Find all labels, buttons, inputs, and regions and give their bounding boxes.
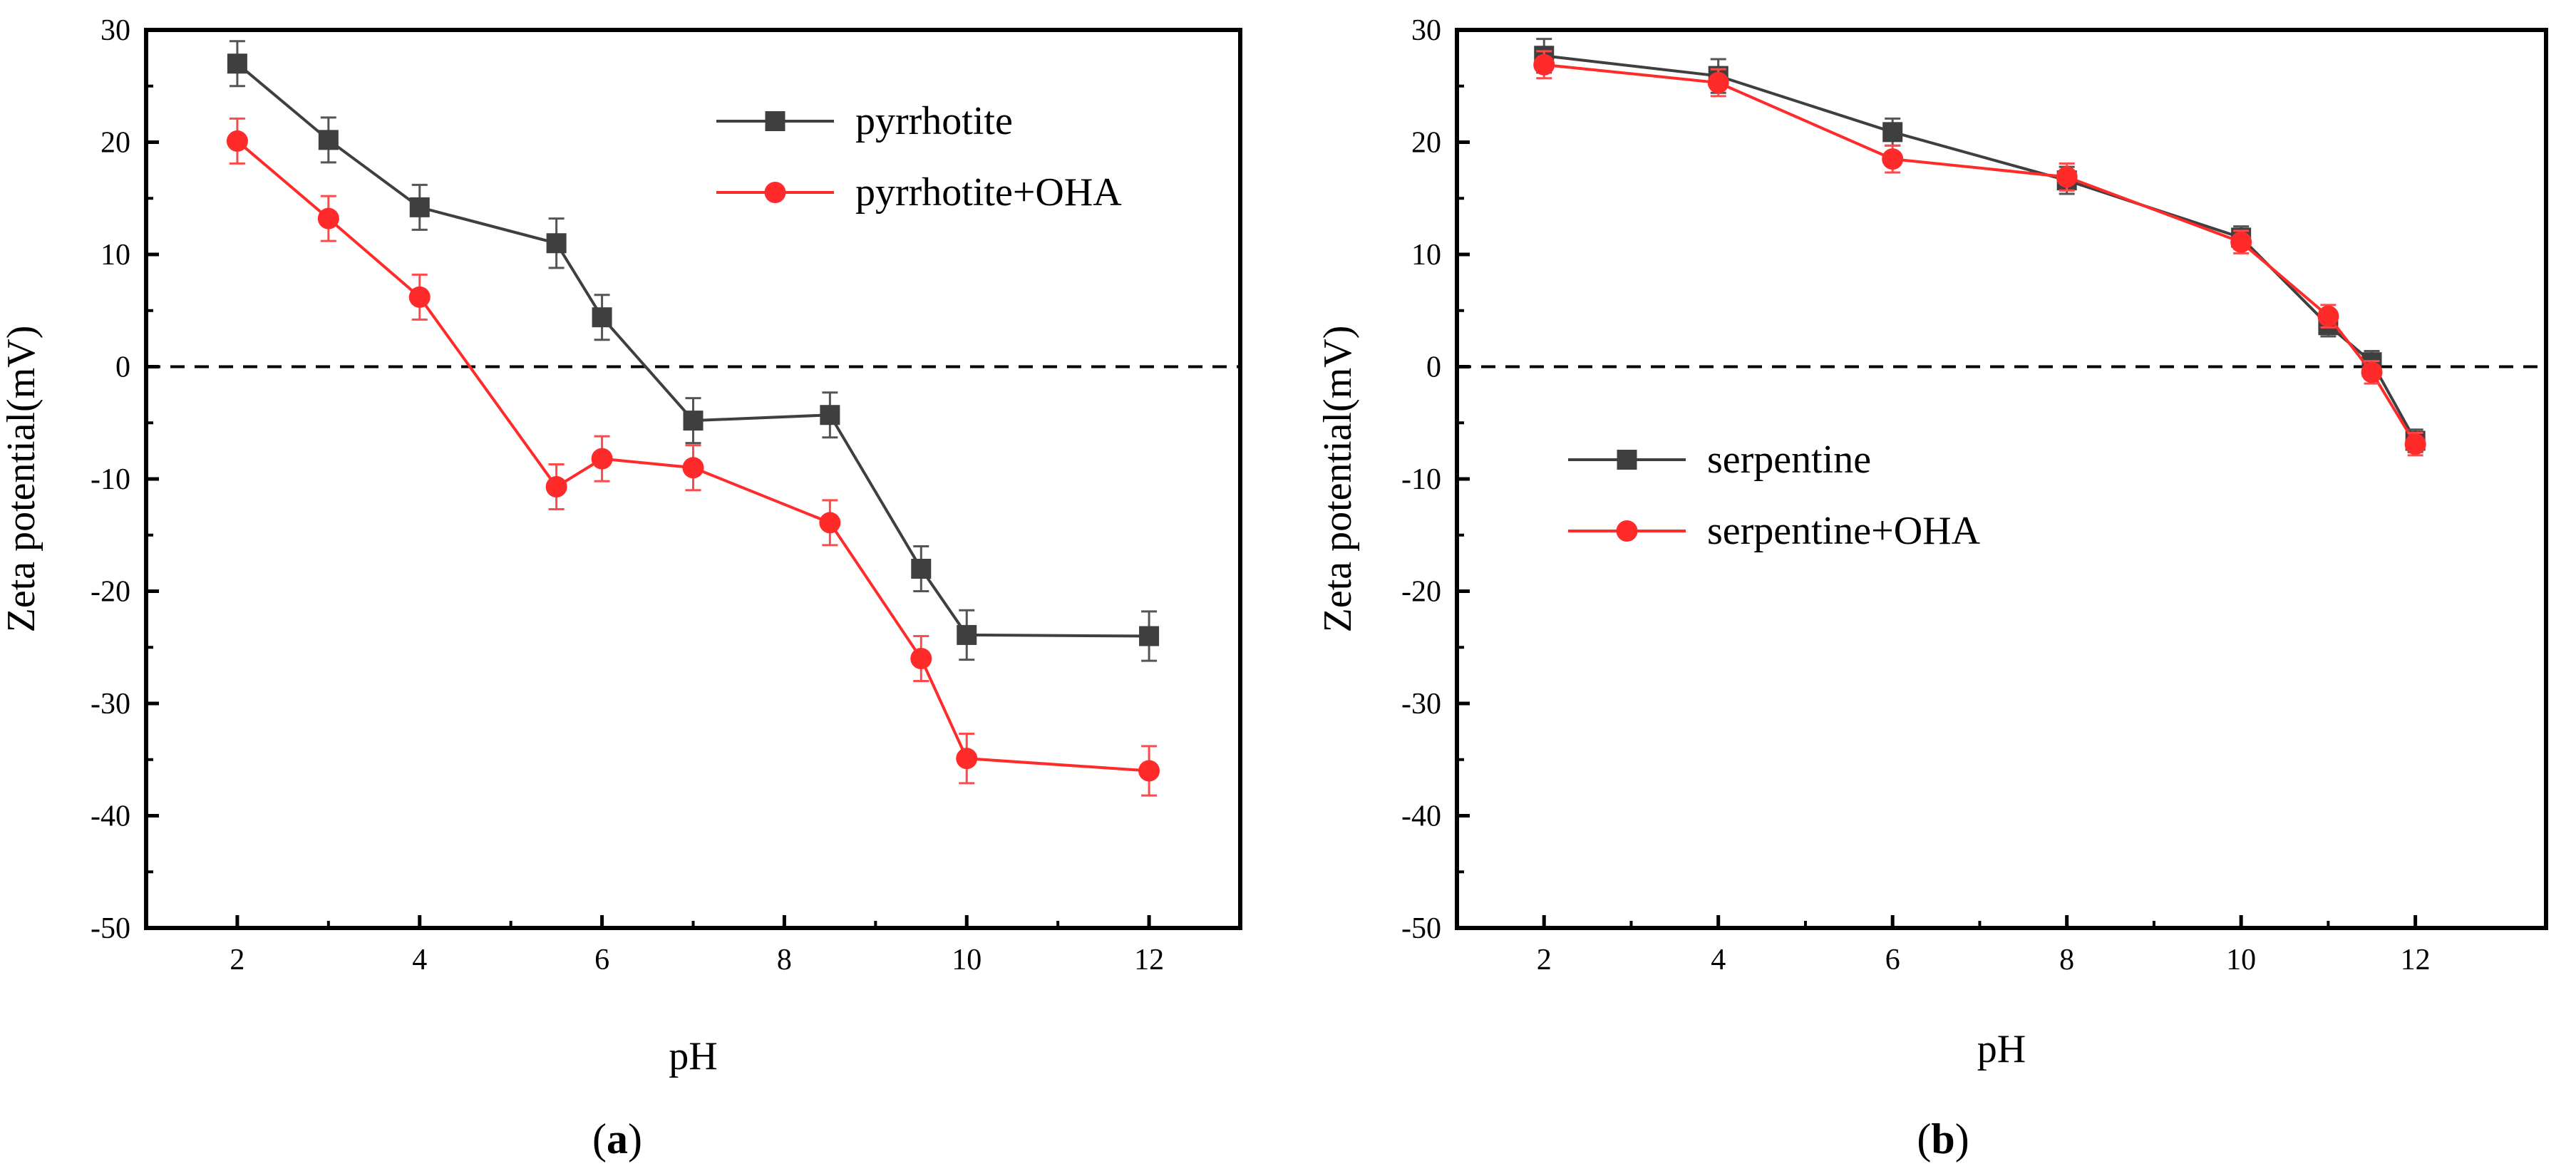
panel-label-b: (b) (1917, 1115, 1969, 1162)
series-line-pyrrhotite-plus-oha (236, 140, 1150, 773)
data-point-serpentine-plus-oha (1707, 72, 1729, 94)
x-tick-label-b: 6 (1885, 944, 1900, 976)
x-tick-label-b: 4 (1711, 944, 1726, 976)
x-tick-label-a: 8 (777, 944, 792, 976)
data-point-pyrrhotite-plus-oha (408, 286, 431, 308)
y-tick-label-b: -40 (1401, 800, 1441, 833)
data-point-pyrrhotite-plus-oha (682, 457, 704, 479)
data-point-pyrrhotite-plus-oha (226, 130, 248, 152)
y-tick-label-a: 20 (101, 127, 130, 160)
data-point-serpentine-plus-oha (2404, 433, 2426, 455)
y-tick-label-a: -20 (91, 576, 130, 609)
x-tick-label-b: 2 (1537, 944, 1552, 976)
legend-label-pyrrhotite-plus-oha: pyrrhotite+OHA (855, 170, 1122, 215)
series-line-pyrrhotite (236, 62, 1150, 638)
data-point-serpentine (1882, 122, 1903, 143)
y-tick-label-a: 0 (115, 351, 130, 384)
y-tick-label-b: 30 (1411, 14, 1441, 47)
data-point-pyrrhotite-plus-oha (591, 448, 613, 470)
y-tick-label-a: 30 (101, 14, 130, 47)
legend-marker-pyrrhotite-plus-oha (764, 182, 786, 203)
x-tick-label-b: 8 (2059, 944, 2074, 976)
y-tick-label-b: 0 (1426, 351, 1441, 384)
data-point-pyrrhotite-plus-oha (317, 207, 339, 229)
y-tick-label-b: 20 (1411, 127, 1441, 160)
y-tick-label-a: 10 (101, 239, 130, 272)
series-line-serpentine (1544, 54, 2417, 442)
data-point-serpentine-plus-oha (2056, 166, 2078, 188)
x-tick-label-b: 12 (2401, 944, 2431, 976)
data-point-pyrrhotite (957, 624, 977, 645)
data-point-serpentine-plus-oha (2230, 231, 2252, 253)
data-point-serpentine-plus-oha (1533, 53, 1555, 76)
x-tick-label-a: 4 (412, 944, 427, 976)
data-point-serpentine-plus-oha (1882, 148, 1904, 170)
x-axis-label-b: pH (1977, 1027, 2026, 1071)
series-line-serpentine-plus-oha (1544, 63, 2417, 445)
panel-label-a: (a) (592, 1115, 642, 1162)
y-tick-label-a: -10 (91, 463, 130, 496)
y-axis-label-b: Zeta potential(mV) (1316, 326, 1360, 633)
x-tick-label-a: 6 (594, 944, 609, 976)
y-tick-label-a: -30 (91, 688, 130, 721)
legend-label-pyrrhotite: pyrrhotite (855, 99, 1013, 143)
data-point-pyrrhotite (318, 130, 339, 150)
x-axis-label-a: pH (669, 1034, 717, 1078)
y-tick-label-a: -50 (91, 912, 130, 945)
chart-a: 30 20 10 0 -10 -20 -30 -40 -50 2 4 6 8 10 12 pH Zeta pot… (0, 14, 1242, 1078)
x-tick-label-a: 12 (1134, 944, 1164, 976)
data-point-pyrrhotite (546, 233, 567, 254)
y-axis-label-a: Zeta potential(mV) (0, 326, 43, 633)
y-tick-label-b: -50 (1401, 912, 1441, 945)
legend-label-serpentine: serpentine (1707, 438, 1871, 482)
data-point-pyrrhotite (409, 197, 430, 217)
data-point-pyrrhotite-plus-oha (910, 648, 932, 669)
legend-marker-serpentine-plus-oha (1616, 520, 1638, 542)
legend-label-serpentine-plus-oha: serpentine+OHA (1707, 509, 1981, 553)
data-point-pyrrhotite (911, 559, 932, 579)
plot-frame-b (1455, 28, 2548, 930)
data-point-pyrrhotite-plus-oha (545, 476, 567, 498)
data-point-serpentine-plus-oha (2361, 361, 2383, 383)
data-point-pyrrhotite-plus-oha (956, 748, 978, 770)
data-point-pyrrhotite-plus-oha (1138, 760, 1160, 782)
chart-b: 30 20 10 0 -10 -20 -30 -40 -50 2 4 6 8 10 12 pH Zeta pot… (1316, 14, 2548, 1071)
y-tick-label-a: -40 (91, 800, 130, 833)
x-tick-label-b: 10 (2226, 944, 2256, 976)
legend-marker-pyrrhotite (765, 111, 785, 131)
data-point-pyrrhotite (683, 411, 704, 431)
data-point-pyrrhotite (1139, 626, 1160, 646)
data-point-pyrrhotite-plus-oha (819, 512, 841, 534)
x-tick-label-a: 2 (230, 944, 244, 976)
data-point-pyrrhotite (592, 307, 612, 328)
y-tick-label-b: 10 (1411, 239, 1441, 272)
legend-marker-serpentine (1617, 450, 1637, 470)
data-point-pyrrhotite (820, 405, 840, 425)
x-tick-label-a: 10 (952, 944, 982, 976)
data-point-pyrrhotite (227, 53, 247, 74)
y-tick-label-b: -10 (1401, 463, 1441, 496)
y-tick-label-b: -20 (1401, 576, 1441, 609)
y-tick-label-b: -30 (1401, 688, 1441, 721)
data-point-serpentine-plus-oha (2317, 305, 2339, 327)
